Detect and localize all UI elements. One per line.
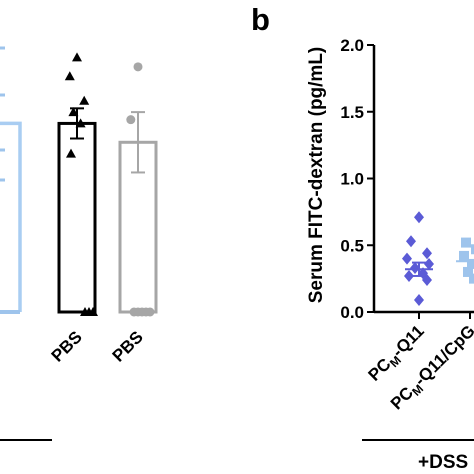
series-2-point-5 bbox=[469, 273, 474, 284]
point-1-2 bbox=[79, 95, 90, 105]
series-2-point-0 bbox=[461, 237, 471, 248]
series-1-point-2 bbox=[422, 247, 432, 260]
point-1-5 bbox=[66, 148, 76, 158]
panel-a-category-2: PBS bbox=[109, 327, 147, 365]
series-1-point-3 bbox=[402, 252, 412, 265]
point-1-3 bbox=[68, 107, 79, 117]
y-tick-label-2: 1.0 bbox=[340, 170, 364, 189]
series-1-point-5 bbox=[410, 261, 420, 274]
panel-b-group-label: +DSS bbox=[418, 452, 468, 473]
point-1-0 bbox=[72, 52, 82, 62]
panel-a-bar-chart: PBS PBS bbox=[0, 46, 158, 441]
series-2-point-3 bbox=[467, 258, 474, 269]
series-2-point-1 bbox=[471, 244, 474, 255]
point-2-0 bbox=[133, 62, 143, 72]
y-axis-title: Serum FITC-dextran (pg/mL) bbox=[306, 47, 327, 304]
point-1-8 bbox=[88, 307, 98, 316]
series-1-point-0 bbox=[414, 211, 424, 224]
panel-b-label: b bbox=[251, 2, 270, 37]
panel-b-scatter-chart: b Serum FITC-dextran (pg/mL) 0.0 0.5 1.0 1.… bbox=[251, 2, 474, 473]
series-1-point-1 bbox=[406, 235, 416, 248]
bar-1 bbox=[57, 121, 97, 314]
series-2-point-4 bbox=[463, 266, 473, 277]
point-2-6 bbox=[145, 307, 155, 317]
bar-0 bbox=[0, 121, 22, 312]
y-tick-label-3: 1.5 bbox=[340, 103, 364, 122]
y-tick-label-1: 0.5 bbox=[340, 236, 364, 255]
series-1-point-8 bbox=[422, 273, 432, 286]
point-1-4 bbox=[75, 118, 86, 128]
series-1-point-9 bbox=[414, 293, 424, 306]
panel-a-category-1: PBS bbox=[48, 327, 86, 365]
series-2-point-2 bbox=[459, 250, 469, 261]
y-tick-label-4: 2.0 bbox=[340, 36, 364, 55]
series-1-point-4 bbox=[424, 257, 434, 270]
y-tick-label-0: 0.0 bbox=[340, 303, 364, 322]
point-2-1 bbox=[126, 115, 136, 125]
series-1-point-7 bbox=[404, 269, 414, 282]
point-1-1 bbox=[64, 71, 75, 81]
